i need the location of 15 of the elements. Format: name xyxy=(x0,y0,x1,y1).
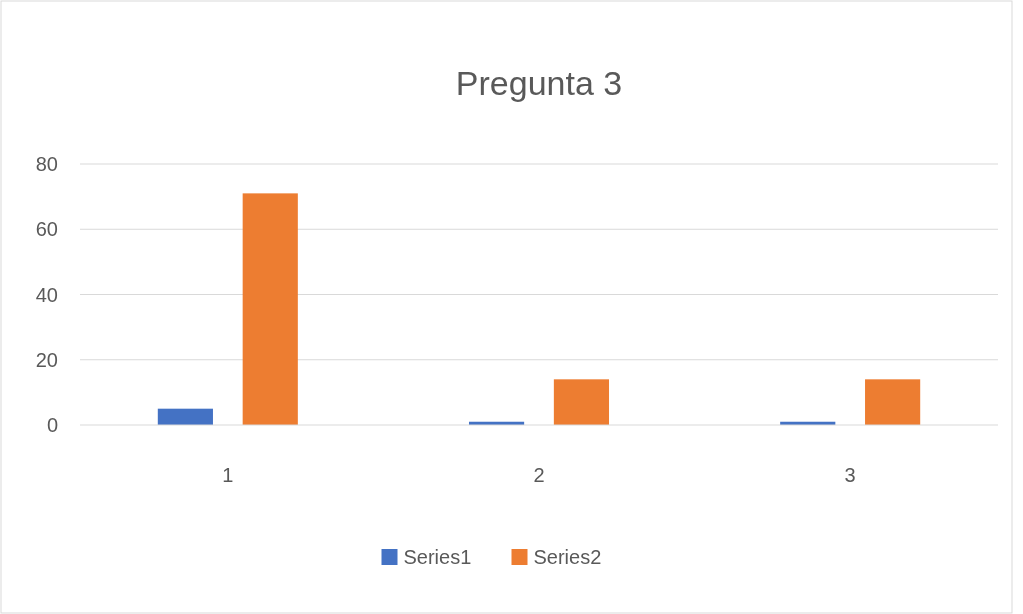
bar xyxy=(865,379,921,425)
y-tick-label: 80 xyxy=(35,153,58,175)
bar xyxy=(242,193,298,425)
legend-label: Series1 xyxy=(403,546,472,568)
y-tick-label: 60 xyxy=(35,218,58,241)
x-tick-label: 2 xyxy=(533,464,545,486)
x-tick-label: 3 xyxy=(844,464,856,486)
bar xyxy=(157,408,213,425)
y-tick-label: 0 xyxy=(46,414,58,436)
legend-label: Series2 xyxy=(533,546,602,568)
chart-title: Pregunta 3 xyxy=(455,64,623,102)
y-tick-label: 20 xyxy=(35,348,58,371)
y-tick-label: 40 xyxy=(35,283,58,306)
x-tick-label: 1 xyxy=(222,464,234,486)
bar xyxy=(553,379,610,425)
